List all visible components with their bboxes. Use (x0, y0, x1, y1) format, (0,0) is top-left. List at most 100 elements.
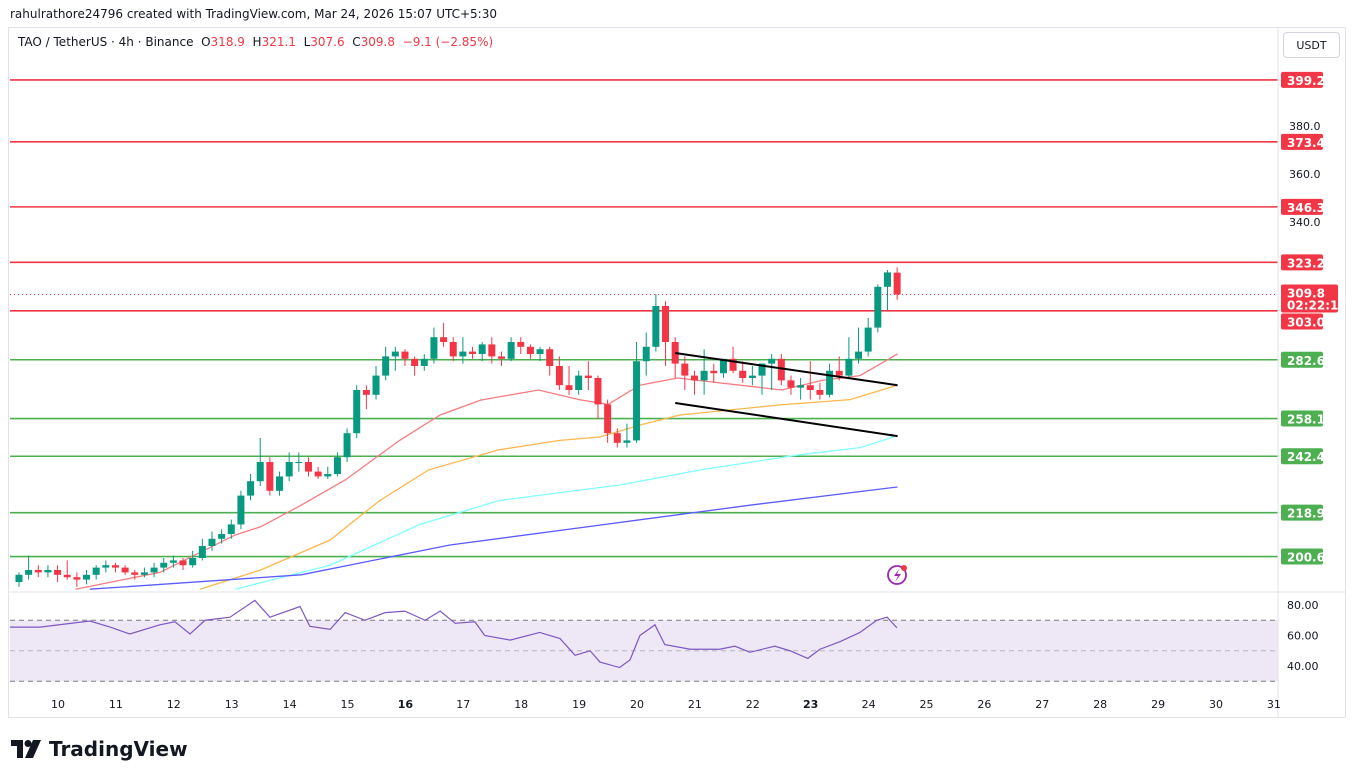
price-tick-label: 380.0 (1289, 120, 1321, 133)
low-label: L (303, 35, 311, 49)
candle-body (102, 565, 110, 568)
candle (797, 378, 805, 400)
candle (855, 327, 863, 364)
candle-body (700, 370, 708, 381)
currency-button[interactable]: USDT (1283, 32, 1340, 58)
price-level-label: 303.0 (1287, 315, 1325, 329)
tradingview-logo-text: TradingView (49, 737, 188, 761)
candle-body (247, 481, 255, 496)
chart-credit: rahulrathore24796 created with TradingVi… (10, 7, 497, 21)
candle (546, 346, 554, 376)
candle-body (768, 358, 776, 364)
candle (893, 267, 901, 300)
price-tick-label: 340.0 (1289, 216, 1321, 229)
candle-body (353, 390, 361, 434)
price-level-label: 323.2 (1287, 256, 1325, 270)
symbol-legend: TAO / TetherUS · 4h · Binance O318.9 H32… (18, 35, 493, 49)
candle-body (777, 358, 785, 381)
time-tick-label: 29 (1151, 698, 1165, 711)
candle-body (362, 390, 370, 395)
price-level-label-box (1281, 313, 1323, 330)
candle (681, 356, 689, 390)
candle-body (92, 567, 100, 575)
candle-body (314, 471, 322, 477)
bar-countdown-label: 02:22:17 (1287, 298, 1347, 312)
candle-body (401, 351, 409, 359)
candle (565, 366, 573, 395)
candle (883, 270, 891, 311)
candle (25, 555, 33, 580)
candle-body (623, 440, 631, 443)
alert-icon[interactable] (887, 565, 907, 585)
candle-body (681, 363, 689, 376)
candle (459, 337, 467, 364)
candle-body (285, 462, 293, 477)
trendline (675, 401, 898, 438)
candle-body (440, 337, 448, 342)
candle (15, 572, 23, 587)
symbol-title[interactable]: TAO / TetherUS · 4h · Binance (18, 35, 194, 49)
candle-body (594, 378, 602, 405)
candle-body (497, 356, 505, 359)
candle-body (227, 524, 235, 534)
last-price-label: 309.8 (1287, 286, 1325, 300)
candle-body (237, 495, 245, 525)
price-level-label-box (1281, 548, 1323, 565)
candle (131, 570, 139, 580)
candle (604, 399, 612, 443)
time-tick-label: 13 (225, 698, 239, 711)
candle (816, 382, 824, 400)
candle (266, 457, 274, 496)
time-tick-label: 21 (688, 698, 702, 711)
candle-body (488, 344, 496, 357)
candle (333, 452, 341, 477)
candle (54, 565, 62, 582)
candle (826, 363, 834, 398)
candle-body (324, 474, 332, 477)
price-level-label-box (1281, 351, 1323, 368)
candle (536, 346, 544, 362)
time-tick-label: 22 (746, 698, 760, 711)
time-tick-label: 31 (1267, 698, 1281, 711)
candle-body (34, 570, 42, 573)
candle (478, 342, 486, 362)
time-tick-label: 11 (109, 698, 123, 711)
candle-body (459, 351, 467, 357)
candle-body (111, 565, 119, 568)
last-price-label-box (1281, 284, 1338, 313)
price-level-label: 346.3 (1287, 201, 1325, 215)
candle (806, 361, 814, 400)
candle (208, 531, 216, 551)
candle (710, 363, 718, 383)
candle (758, 363, 766, 395)
candle-body (169, 560, 177, 563)
candle-body (54, 570, 62, 575)
candle-body (652, 306, 660, 347)
time-tick-label: 26 (977, 698, 991, 711)
candle (324, 466, 332, 479)
candle (662, 301, 670, 366)
candle (304, 457, 312, 477)
rsi-line (9, 599, 898, 669)
candle-body (382, 356, 390, 376)
price-level-label-box (1281, 410, 1323, 427)
close-label: C (352, 35, 361, 49)
open-value: 318.9 (210, 35, 245, 49)
candle (594, 375, 602, 419)
open-label: O (201, 35, 211, 49)
candle-body (44, 570, 52, 573)
candle (517, 337, 525, 354)
candle (671, 337, 679, 378)
candle-body (797, 385, 805, 388)
candle-body (719, 358, 727, 374)
candle (295, 452, 303, 472)
time-tick-label: 10 (51, 698, 65, 711)
candle (276, 471, 284, 496)
candle-body (893, 272, 901, 295)
tradingview-logo[interactable]: TradingView (11, 737, 188, 761)
candle (488, 337, 496, 364)
candle-body (150, 567, 158, 573)
candle (256, 438, 264, 486)
trendline (675, 352, 898, 387)
